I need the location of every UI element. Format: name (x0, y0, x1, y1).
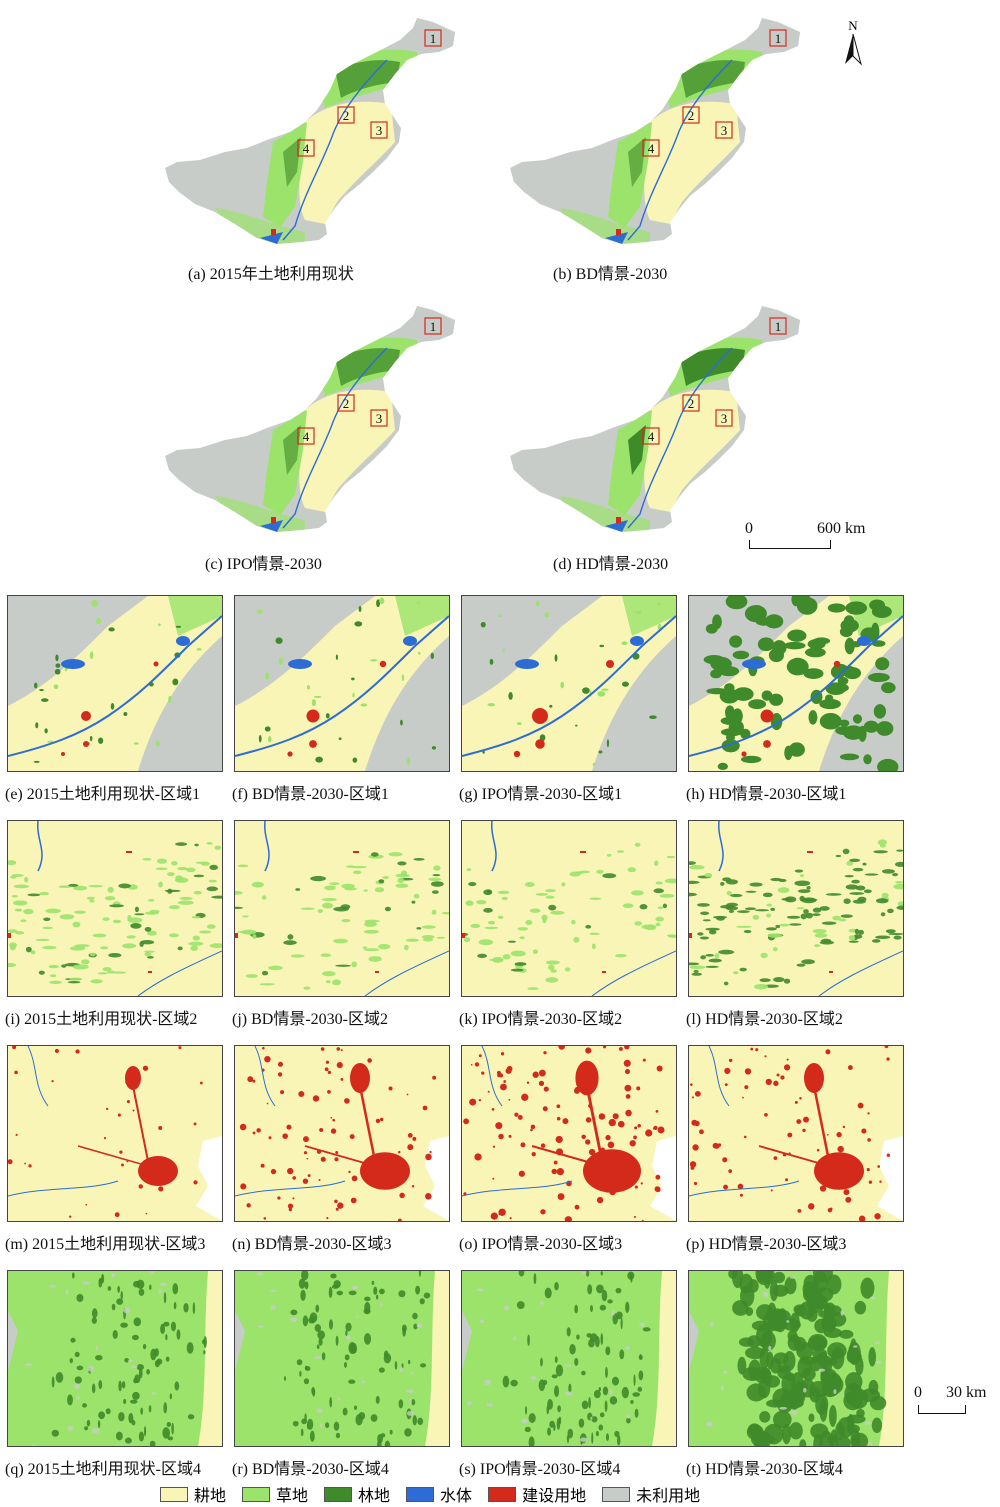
legend-label: 耕地 (194, 1488, 227, 1505)
detail-caption: (k) IPO情景-2030-区域2 (459, 1011, 623, 1028)
detail-panel-region3-base (7, 1045, 223, 1222)
legend-item-water: 水体 (406, 1482, 472, 1506)
detail-caption: (q) 2015土地利用现状-区域4 (5, 1461, 201, 1478)
detail-caption: (l) HD情景-2030-区域2 (686, 1011, 843, 1028)
region-label-3: 3 (721, 411, 728, 426)
region-label-1: 1 (430, 31, 437, 46)
detail-caption: (h) HD情景-2030-区域1 (686, 786, 847, 803)
detail-caption: (m) 2015土地利用现状-区域3 (5, 1236, 206, 1253)
caption-c: (c) IPO情景-2030 (205, 556, 322, 573)
detail-panel-region1-ipo (461, 595, 677, 772)
region-label-3: 3 (376, 123, 383, 138)
detail-caption: (j) BD情景-2030-区域2 (232, 1011, 388, 1028)
detail-panel-region1-base (7, 595, 223, 772)
detail-panel-region4-bd (234, 1270, 450, 1447)
region-label-4: 4 (648, 141, 655, 156)
region-label-3: 3 (721, 123, 728, 138)
region-label-2: 2 (688, 108, 695, 123)
legend-item-unused: 未利用地 (602, 1482, 700, 1506)
detail-panel-region2-base (7, 820, 223, 997)
overview-map-d: 1 2 3 4 (500, 300, 800, 540)
detail-panel-region3-ipo (461, 1045, 677, 1222)
region-box-2 (337, 106, 355, 124)
region-box-3 (715, 121, 733, 139)
region-label-1: 1 (775, 319, 782, 334)
scalebar-small: 0 30 km (914, 1384, 994, 1414)
detail-panel-region3-bd (234, 1045, 450, 1222)
legend-item-forest: 林地 (324, 1482, 390, 1506)
region-label-2: 2 (343, 108, 350, 123)
detail-panel-region2-bd (234, 820, 450, 997)
region-label-3: 3 (376, 411, 383, 426)
legend-swatch (324, 1486, 353, 1502)
region-box-4 (642, 427, 660, 445)
region-box-1 (769, 29, 787, 47)
detail-caption: (s) IPO情景-2030-区域4 (459, 1461, 621, 1478)
legend-label: 林地 (358, 1488, 391, 1505)
detail-panel-region4-base (7, 1270, 223, 1447)
detail-caption: (i) 2015土地利用现状-区域2 (5, 1011, 198, 1028)
overview-map-b: 1 2 3 4 (500, 12, 800, 252)
scalebar-small-zero: 0 (914, 1384, 922, 1401)
region-box-4 (642, 139, 660, 157)
region-box-3 (370, 121, 388, 139)
detail-panel-region3-hd (688, 1045, 904, 1222)
detail-caption: (r) BD情景-2030-区域4 (232, 1461, 389, 1478)
legend-label: 未利用地 (636, 1488, 701, 1505)
region-box-2 (682, 394, 700, 412)
scalebar-large-zero: 0 (745, 520, 753, 537)
detail-caption: (g) IPO情景-2030-区域1 (459, 786, 623, 803)
detail-caption: (n) BD情景-2030-区域3 (232, 1236, 392, 1253)
legend-label: 建设用地 (522, 1488, 587, 1505)
detail-panel-region2-ipo (461, 820, 677, 997)
caption-a: (a) 2015年土地利用现状 (188, 266, 354, 283)
legend: 耕地 草地 林地 水体 建设用地 未利用地 (160, 1482, 860, 1506)
region-box-2 (337, 394, 355, 412)
detail-caption: (t) HD情景-2030-区域4 (686, 1461, 843, 1478)
legend-label: 草地 (276, 1488, 309, 1505)
legend-item-cultivated: 耕地 (160, 1482, 226, 1506)
scalebar-large-label: 600 km (817, 520, 866, 537)
region-label-4: 4 (303, 141, 310, 156)
detail-caption: (e) 2015土地利用现状-区域1 (5, 786, 201, 803)
detail-panel-region2-hd (688, 820, 904, 997)
legend-item-built: 建设用地 (488, 1482, 586, 1506)
detail-panel-region1-hd (688, 595, 904, 772)
region-label-4: 4 (648, 429, 655, 444)
region-box-1 (424, 317, 442, 335)
region-box-4 (297, 427, 315, 445)
north-arrow: N (838, 18, 868, 68)
region-label-1: 1 (775, 31, 782, 46)
overview-map-a: 1 2 3 4 (155, 12, 455, 252)
region-box-1 (769, 317, 787, 335)
region-box-3 (370, 409, 388, 427)
region-label-1: 1 (430, 319, 437, 334)
legend-swatch (160, 1486, 188, 1502)
scalebar-large: 0 600 km (745, 520, 875, 550)
detail-caption: (o) IPO情景-2030-区域3 (459, 1236, 623, 1253)
scalebar-small-label: 30 km (946, 1384, 987, 1401)
legend-swatch (488, 1486, 517, 1502)
detail-caption: (p) HD情景-2030-区域3 (686, 1236, 847, 1253)
legend-swatch (406, 1486, 435, 1502)
north-label: N (848, 18, 858, 33)
legend-label: 水体 (440, 1488, 473, 1505)
detail-caption: (f) BD情景-2030-区域1 (232, 786, 389, 803)
detail-panel-region4-ipo (461, 1270, 677, 1447)
legend-item-grassland: 草地 (242, 1482, 308, 1506)
region-box-4 (297, 139, 315, 157)
caption-d: (d) HD情景-2030 (553, 556, 669, 573)
detail-panel-region1-bd (234, 595, 450, 772)
legend-swatch (242, 1486, 271, 1502)
detail-panel-region4-hd (688, 1270, 904, 1447)
caption-b: (b) BD情景-2030 (553, 266, 668, 283)
overview-map-c: 1 2 3 4 (155, 300, 455, 540)
region-label-4: 4 (303, 429, 310, 444)
legend-swatch (602, 1486, 631, 1502)
region-label-2: 2 (343, 396, 350, 411)
region-box-3 (715, 409, 733, 427)
region-box-2 (682, 106, 700, 124)
region-box-1 (424, 29, 442, 47)
region-label-2: 2 (688, 396, 695, 411)
